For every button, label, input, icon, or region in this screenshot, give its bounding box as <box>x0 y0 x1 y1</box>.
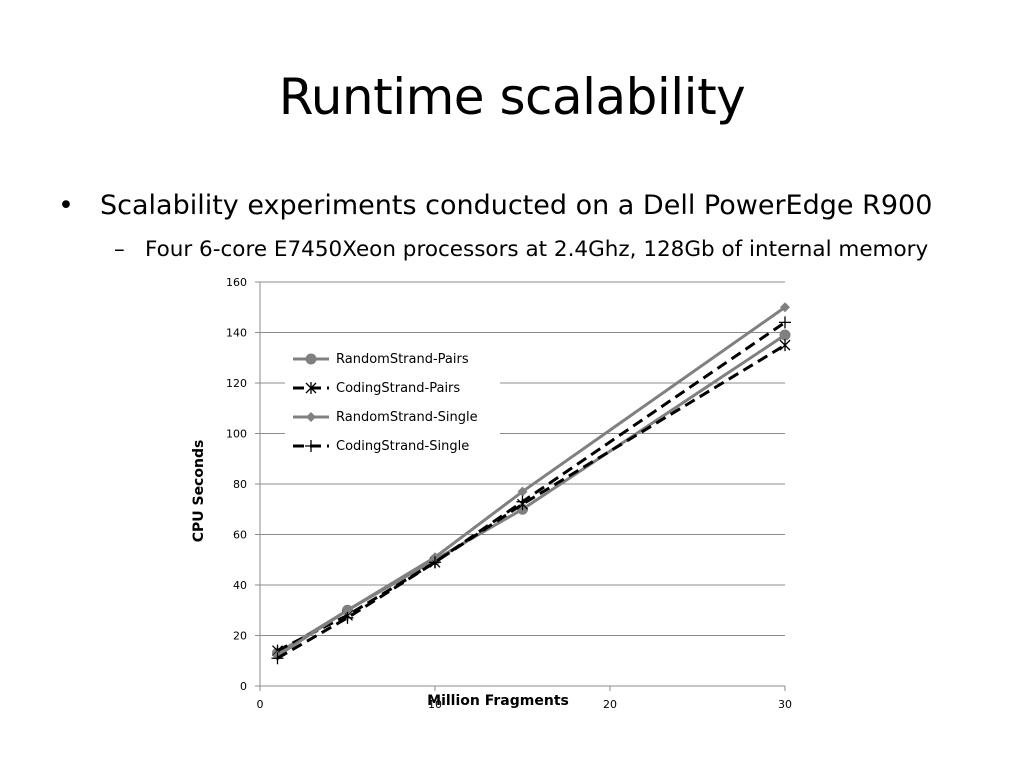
y-tick-label: 140 <box>226 327 247 340</box>
y-tick-label: 120 <box>226 377 247 390</box>
y-tick-label: 20 <box>233 630 247 643</box>
data-point-plus <box>779 316 791 329</box>
x-tick-label: 20 <box>603 698 617 711</box>
bullet-marker: • <box>58 190 74 221</box>
legend-label: CodingStrand-Single <box>336 439 469 454</box>
legend-marker <box>305 382 317 394</box>
y-axis-title: CPU Seconds <box>191 440 207 543</box>
sub-bullet-text: Four 6-core E7450Xeon processors at 2.4G… <box>145 237 929 262</box>
y-tick-label: 100 <box>226 428 247 441</box>
legend-marker <box>305 440 317 452</box>
legend-label: RandomStrand-Single <box>336 410 478 425</box>
series-line <box>276 321 786 660</box>
y-tick-label: 40 <box>233 579 247 592</box>
data-point-asterisk <box>779 339 791 352</box>
y-tick-label: 160 <box>226 276 247 289</box>
sub-bullet-item: – Four 6-core E7450Xeon processors at 2.4… <box>114 234 928 266</box>
data-point-circle <box>779 329 791 341</box>
slide-title: Runtime scalability <box>278 68 746 126</box>
data-point-plus <box>516 495 529 508</box>
legend-label: RandomStrand-Pairs <box>336 352 469 367</box>
x-tick-label: 10 <box>428 698 442 711</box>
y-tick-label: 80 <box>233 478 247 491</box>
data-point-diamond <box>342 605 353 616</box>
bullet-text: Scalability experiments conducted on a D… <box>100 190 933 221</box>
legend-marker <box>306 412 316 422</box>
data-point-plus <box>341 611 354 624</box>
data-point-diamond <box>780 302 790 313</box>
bullet-item: • Scalability experiments conducted on a … <box>58 188 932 224</box>
series-CodingStrand-Single <box>271 316 791 665</box>
legend: RandomStrand-Pairs CodingStrand-Pairs Rand… <box>285 343 500 462</box>
y-tick-label: 60 <box>233 529 247 542</box>
legend-box <box>285 343 500 462</box>
legend-label: CodingStrand-Pairs <box>336 381 460 396</box>
x-tick-label: 30 <box>778 698 792 711</box>
legend-marker <box>305 353 317 365</box>
y-tick-label: 0 <box>240 680 247 693</box>
x-tick-label: 0 <box>257 698 264 711</box>
data-point-diamond <box>517 486 528 497</box>
x-axis-title: Million Fragments <box>427 693 569 709</box>
sub-bullet-marker: – <box>114 237 125 262</box>
data-point-plus <box>429 556 441 569</box>
data-point-plus <box>271 652 284 665</box>
